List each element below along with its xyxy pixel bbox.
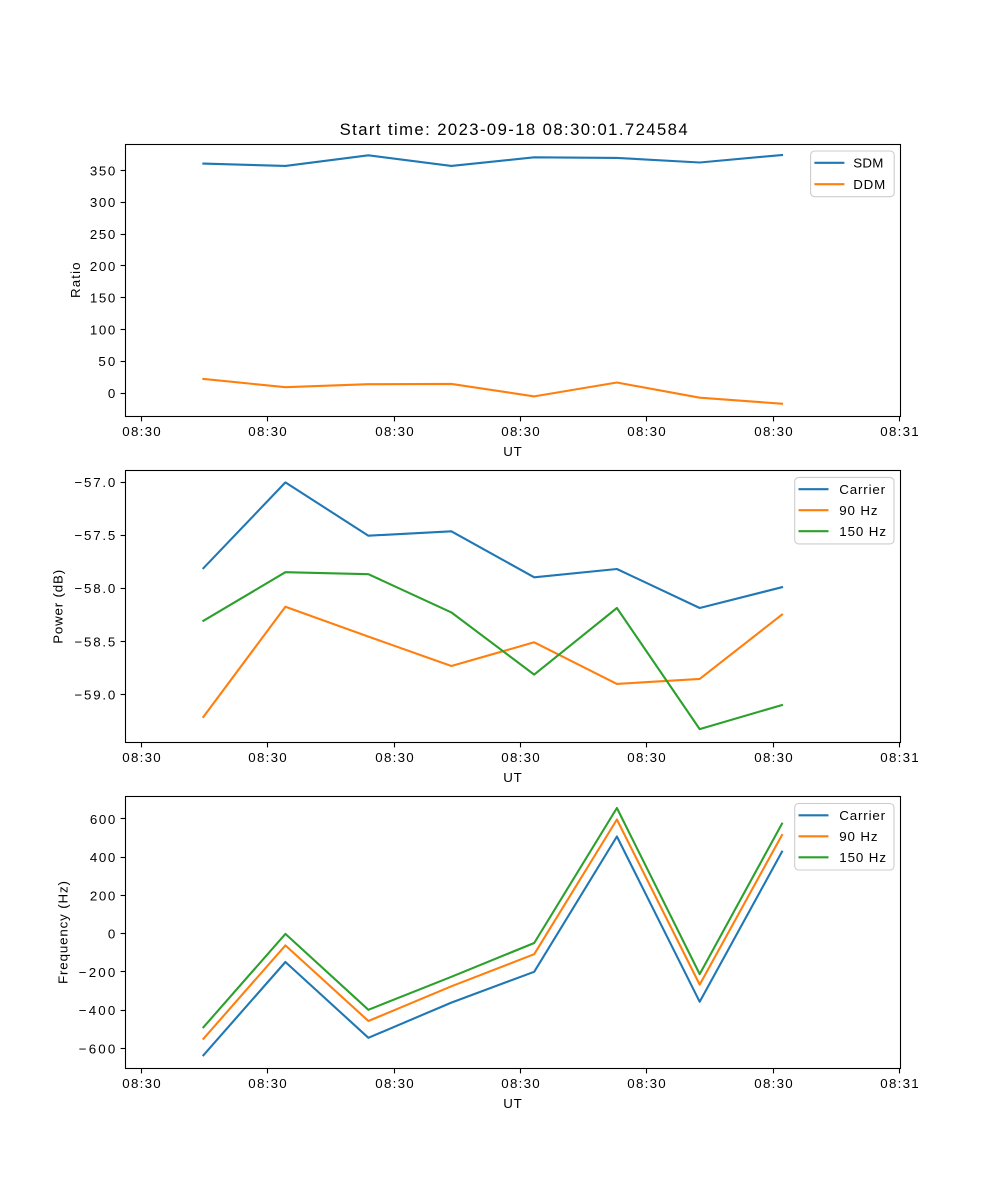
svg-text:08:30: 08:30 — [754, 750, 792, 765]
svg-text:08:30: 08:30 — [375, 424, 413, 439]
svg-text:100: 100 — [90, 322, 115, 337]
svg-text:Carrier: Carrier — [839, 482, 885, 497]
svg-text:08:30: 08:30 — [375, 750, 413, 765]
svg-text:08:30: 08:30 — [501, 424, 539, 439]
svg-text:−58.5: −58.5 — [74, 634, 115, 649]
svg-text:0: 0 — [108, 386, 115, 401]
svg-text:08:30: 08:30 — [627, 750, 665, 765]
svg-text:200: 200 — [90, 259, 115, 274]
svg-text:08:30: 08:30 — [754, 424, 792, 439]
svg-text:90 Hz: 90 Hz — [839, 829, 877, 844]
svg-text:08:30: 08:30 — [375, 1076, 413, 1091]
svg-text:150 Hz: 150 Hz — [839, 524, 886, 539]
svg-text:DDM: DDM — [853, 177, 885, 192]
svg-text:350: 350 — [90, 163, 115, 178]
svg-text:08:30: 08:30 — [248, 424, 286, 439]
svg-text:−58.0: −58.0 — [74, 581, 115, 596]
svg-text:−57.0: −57.0 — [74, 475, 115, 490]
svg-text:08:30: 08:30 — [122, 424, 160, 439]
svg-text:150: 150 — [90, 291, 115, 306]
svg-text:08:31: 08:31 — [880, 750, 918, 765]
svg-text:UT: UT — [503, 1096, 522, 1111]
svg-text:08:30: 08:30 — [754, 1076, 792, 1091]
svg-text:08:30: 08:30 — [501, 750, 539, 765]
svg-text:400: 400 — [90, 850, 115, 865]
svg-text:UT: UT — [503, 770, 522, 785]
svg-text:250: 250 — [90, 227, 115, 242]
svg-text:90 Hz: 90 Hz — [839, 503, 877, 518]
svg-text:Carrier: Carrier — [839, 808, 885, 823]
svg-text:08:30: 08:30 — [122, 1076, 160, 1091]
svg-text:08:30: 08:30 — [248, 1076, 286, 1091]
svg-text:08:30: 08:30 — [248, 750, 286, 765]
svg-text:600: 600 — [90, 812, 115, 827]
svg-text:0: 0 — [108, 927, 115, 942]
svg-text:Frequency (Hz): Frequency (Hz) — [55, 881, 70, 984]
svg-text:Start time: 2023-09-18 08:30:0: Start time: 2023-09-18 08:30:01.724584 — [340, 120, 688, 139]
svg-text:08:31: 08:31 — [880, 424, 918, 439]
svg-text:08:30: 08:30 — [627, 424, 665, 439]
svg-text:08:30: 08:30 — [501, 1076, 539, 1091]
svg-text:08:31: 08:31 — [880, 1076, 918, 1091]
svg-text:−57.5: −57.5 — [74, 528, 115, 543]
svg-text:Ratio: Ratio — [68, 262, 83, 298]
svg-text:UT: UT — [503, 444, 522, 459]
svg-text:SDM: SDM — [853, 156, 883, 171]
svg-text:Power (dB): Power (dB) — [51, 570, 66, 644]
svg-text:200: 200 — [90, 888, 115, 903]
svg-text:300: 300 — [90, 195, 115, 210]
svg-text:150 Hz: 150 Hz — [839, 850, 886, 865]
svg-text:08:30: 08:30 — [627, 1076, 665, 1091]
svg-text:08:30: 08:30 — [122, 750, 160, 765]
svg-text:−59.0: −59.0 — [74, 687, 115, 702]
